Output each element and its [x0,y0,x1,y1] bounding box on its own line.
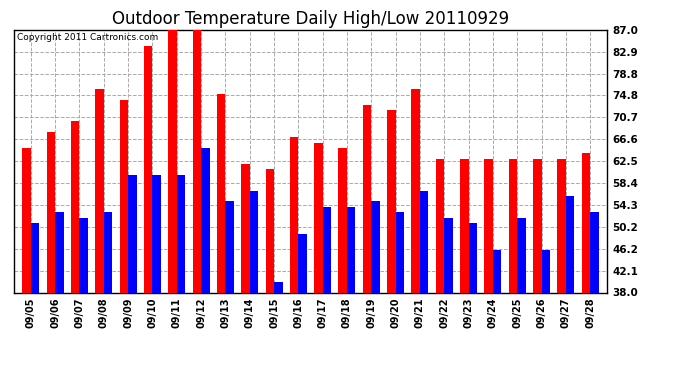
Bar [363,105,371,292]
Bar [274,282,282,292]
Bar [22,148,31,292]
Bar [582,153,590,292]
Bar [484,159,493,292]
Bar [31,223,39,292]
Bar [339,148,347,292]
Bar [298,234,307,292]
Bar [201,148,210,292]
Bar [533,159,542,292]
Text: Copyright 2011 Cartronics.com: Copyright 2011 Cartronics.com [17,33,158,42]
Bar [193,30,201,292]
Bar [347,207,355,292]
Bar [226,201,234,292]
Bar [250,191,258,292]
Bar [71,121,79,292]
Bar [323,207,331,292]
Bar [444,217,453,292]
Bar [542,250,550,292]
Bar [217,94,226,292]
Bar [411,89,420,292]
Bar [314,142,323,292]
Bar [566,196,574,292]
Bar [47,132,55,292]
Bar [371,201,380,292]
Bar [590,212,599,292]
Bar [395,212,404,292]
Bar [95,89,104,292]
Bar [144,46,152,292]
Bar [387,110,395,292]
Bar [558,159,566,292]
Bar [177,175,185,292]
Bar [79,217,88,292]
Bar [241,164,250,292]
Bar [518,217,526,292]
Bar [420,191,428,292]
Bar [509,159,518,292]
Bar [104,212,112,292]
Bar [469,223,477,292]
Bar [152,175,161,292]
Bar [168,30,177,292]
Bar [436,159,444,292]
Bar [128,175,137,292]
Bar [290,137,298,292]
Bar [460,159,469,292]
Bar [266,169,274,292]
Title: Outdoor Temperature Daily High/Low 20110929: Outdoor Temperature Daily High/Low 20110… [112,10,509,28]
Bar [55,212,63,292]
Bar [493,250,502,292]
Bar [119,100,128,292]
